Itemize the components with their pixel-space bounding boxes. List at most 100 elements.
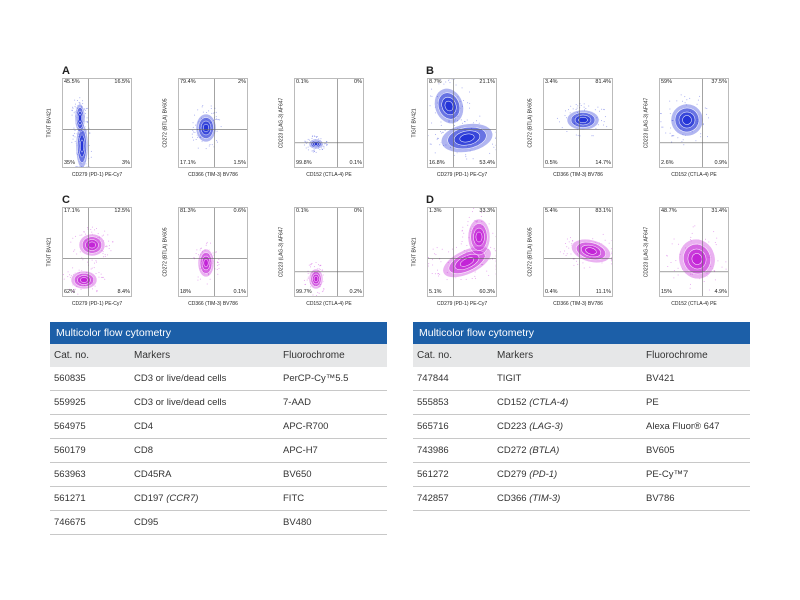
event-dot [721, 266, 723, 268]
event-dot [86, 108, 88, 110]
event-dot [490, 246, 492, 248]
event-dot [202, 111, 204, 113]
cell-cat-no: 560179 [54, 445, 86, 456]
event-dot [310, 283, 312, 285]
event-dot [689, 97, 691, 99]
event-dot [318, 268, 320, 270]
table-row: 559925 CD3 or live/dead cells 7-AAD [50, 391, 387, 415]
event-dot [436, 247, 438, 249]
event-dot [198, 121, 200, 123]
event-dot [212, 112, 214, 114]
event-dot [481, 264, 483, 266]
event-dot [207, 274, 209, 276]
event-dot [428, 257, 430, 259]
event-dot [199, 249, 201, 251]
event-dot [102, 276, 104, 278]
event-dot [212, 252, 214, 254]
y-axis-label: CD223 (LAG-3) AF647 [278, 226, 285, 278]
cell-fluorochrome: BV650 [283, 469, 312, 480]
event-dot [434, 273, 436, 275]
quadrant-percent: 99.7% [296, 288, 312, 295]
event-dot [317, 269, 319, 271]
event-dot [579, 103, 581, 105]
event-dot [714, 270, 716, 272]
event-dot [74, 130, 76, 132]
event-dot [461, 105, 463, 107]
event-dot [474, 220, 476, 222]
cell-markers: TIGIT [497, 373, 522, 384]
event-dot [86, 117, 88, 119]
quadrant-percent: 2% [238, 79, 246, 85]
event-dot [86, 130, 88, 132]
event-dot [467, 224, 469, 226]
event-dot [434, 253, 436, 255]
cell-cat-no: 561271 [54, 493, 86, 504]
event-dot [217, 264, 219, 266]
event-dot [568, 241, 570, 243]
event-dot [702, 124, 704, 126]
cell-markers: CD223 (LAG-3) [497, 421, 564, 432]
event-dot [564, 243, 566, 245]
event-dot [79, 271, 81, 273]
event-dot [566, 246, 568, 248]
flow-plot: 79.4% 2% 17.1% 1.5% CD272 (BTLA) BV605 CD366 … [163, 78, 248, 178]
event-dot [78, 101, 80, 103]
event-dot [442, 131, 444, 133]
event-dot [432, 264, 434, 266]
event-dot [96, 291, 98, 293]
event-dot [589, 266, 591, 268]
event-dot [473, 122, 475, 124]
event-dot [690, 273, 692, 275]
event-dot [216, 140, 218, 142]
event-dot [568, 247, 570, 249]
cell-markers: CD3 or live/dead cells [134, 397, 227, 408]
table-row: 742857 CD366 (TIM-3) BV786 [413, 487, 750, 511]
event-dot [85, 160, 87, 162]
event-dot [671, 243, 673, 245]
quadrant-percent: 0.9% [714, 159, 727, 166]
quadrant-percent: 16.5% [114, 79, 130, 85]
event-dot [684, 247, 686, 249]
event-dot [469, 102, 471, 104]
event-dot [91, 267, 93, 269]
event-dot [216, 268, 218, 270]
header-fluorochrome: Fluorochrome [283, 350, 345, 361]
y-axis-label: CD272 (BTLA) BV605 [527, 98, 534, 148]
event-dot [585, 107, 587, 109]
event-dot [319, 149, 321, 151]
event-dot [103, 256, 105, 258]
event-dot [90, 229, 92, 231]
event-dot [81, 234, 83, 236]
event-dot [673, 135, 675, 137]
event-dot [90, 268, 92, 270]
event-dot [312, 294, 314, 296]
event-dot [669, 132, 671, 134]
event-dot [438, 275, 440, 277]
event-dot [98, 272, 100, 274]
event-dot [429, 105, 431, 107]
event-dot [317, 264, 319, 266]
quadrant-percent: 15% [661, 288, 673, 295]
event-dot [72, 107, 74, 109]
y-axis-label: TIGIT BV421 [411, 108, 418, 138]
event-dot [80, 289, 82, 291]
event-dot [102, 276, 104, 278]
event-dot [218, 119, 220, 121]
event-dot [476, 220, 478, 222]
event-dot [684, 134, 686, 136]
event-dot [461, 122, 463, 124]
event-dot [575, 104, 577, 106]
table-row: 560835 CD3 or live/dead cells PerCP-Cy™5.5 [50, 367, 387, 391]
event-dot [469, 150, 471, 152]
event-dot [78, 269, 80, 271]
cell-cat-no: 743986 [417, 445, 449, 456]
cell-cat-no: 747844 [417, 373, 449, 384]
event-dot [316, 136, 318, 138]
event-dot [218, 259, 220, 261]
density-plot-svg [178, 207, 248, 297]
event-dot [705, 238, 707, 240]
event-dot [81, 100, 83, 102]
quadrant-percent: 48.7% [661, 208, 677, 214]
event-dot [439, 144, 441, 146]
event-dot [311, 137, 313, 139]
